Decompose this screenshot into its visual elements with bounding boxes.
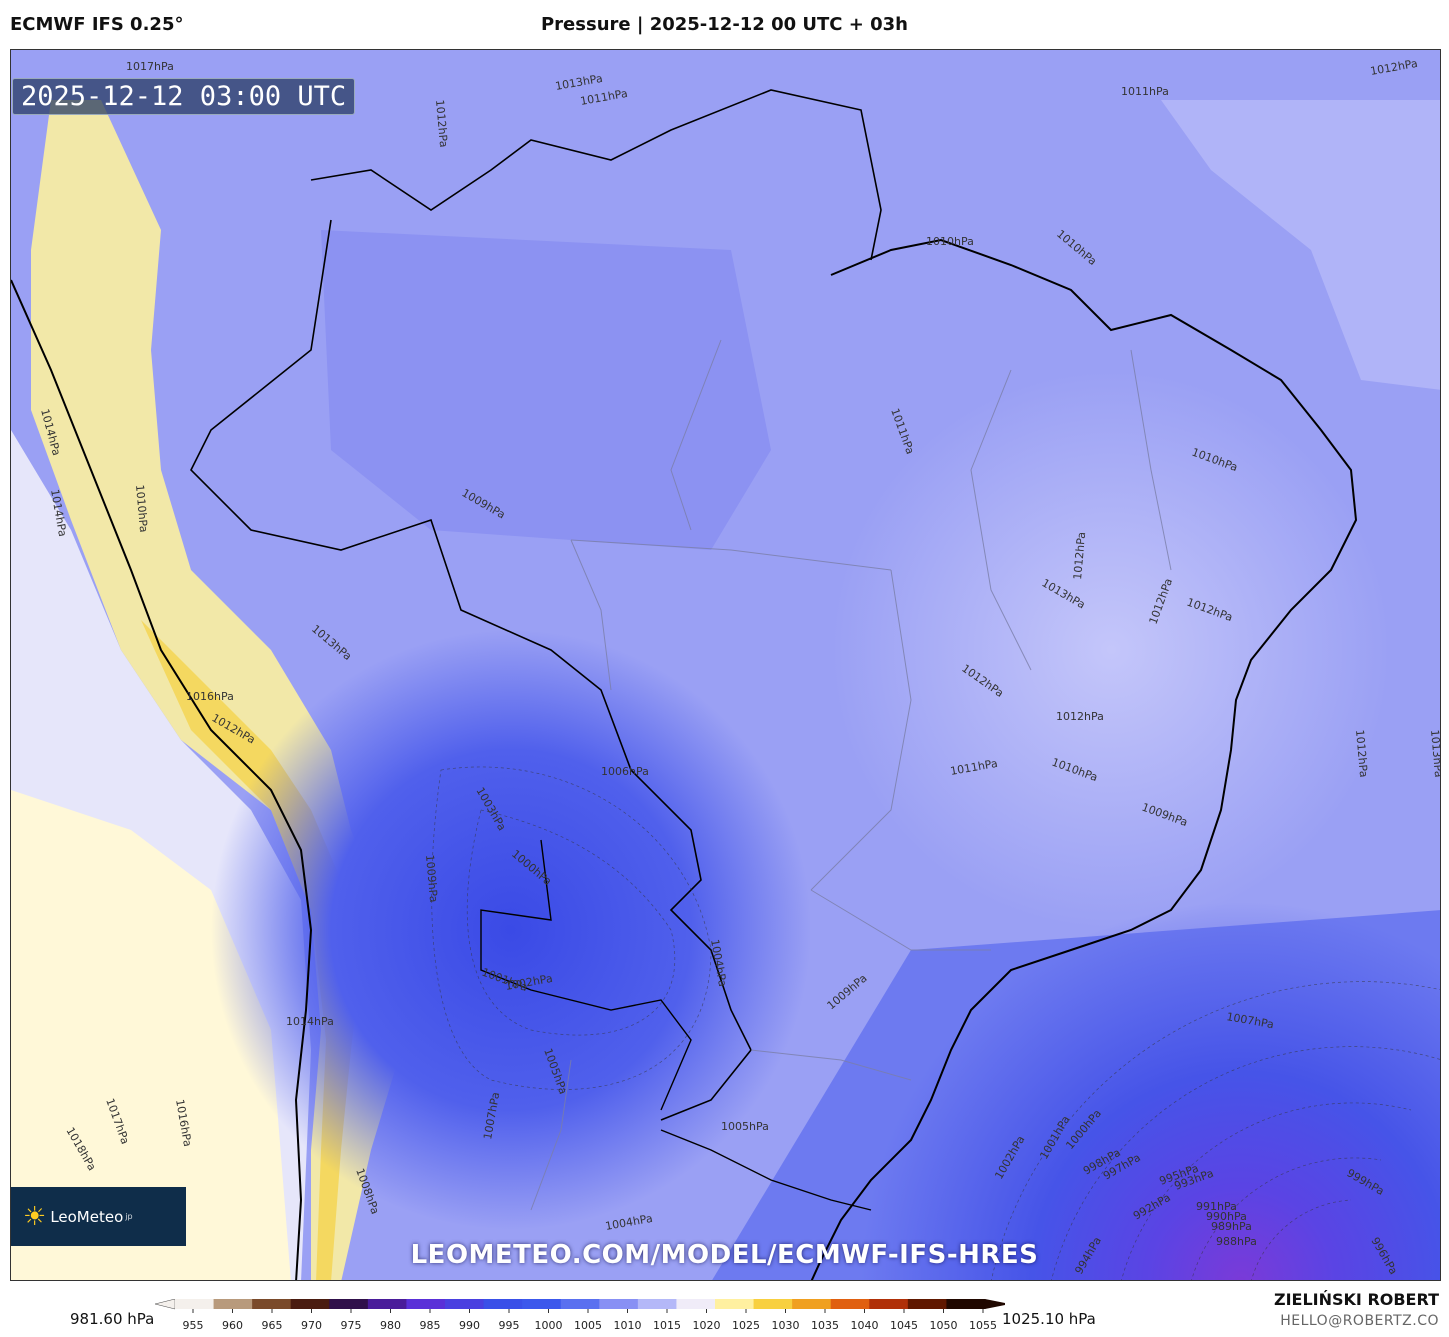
isobar-label: 990hPa — [1206, 1210, 1247, 1223]
colorbar-right-arrow — [985, 1299, 1005, 1309]
isobar-label: 1009hPa — [423, 854, 440, 903]
colorbar-tick-label: 980 — [380, 1319, 401, 1332]
colorbar-tick-label: 1030 — [772, 1319, 800, 1332]
logo-suffix: jp — [125, 1212, 133, 1221]
colorbar-tick-label: 970 — [301, 1319, 322, 1332]
colorbar-cell — [637, 1299, 677, 1309]
isobar-label: 991hPa — [1196, 1200, 1237, 1213]
colorbar-tick-label: 955 — [183, 1319, 204, 1332]
brazil-west-border — [190, 219, 752, 1121]
colorbar-tick-label: 1055 — [969, 1319, 997, 1332]
northern-border — [310, 89, 882, 261]
colorbar-tick-label: 1000 — [535, 1319, 563, 1332]
colorbar-cell — [946, 1299, 986, 1309]
colorbar-cell — [599, 1299, 639, 1309]
colorbar-cell — [213, 1299, 253, 1309]
isobar-label: 988hPa — [1216, 1235, 1257, 1248]
uruguay-border — [660, 1129, 872, 1211]
isobar-label: 1010hPa — [133, 484, 150, 533]
isobar-label: 989hPa — [1211, 1220, 1252, 1233]
isobar-lines — [431, 766, 1440, 1280]
sun-icon: ☀ — [23, 1201, 47, 1232]
state-borders — [530, 339, 1172, 1211]
colorbar-tick-label: 1040 — [851, 1319, 879, 1332]
valid-time-badge: 2025-12-12 03:00 UTC — [12, 78, 356, 115]
colorbar-tick-label: 1015 — [653, 1319, 681, 1332]
isobar-label: 1014hPa — [286, 1015, 334, 1028]
colorbar-tick-label: 975 — [341, 1319, 362, 1332]
colorbar-tick-label: 960 — [222, 1319, 243, 1332]
brazil-coastline — [810, 238, 1358, 1280]
isobar-label: 1010hPa — [926, 235, 974, 248]
isobar-label: 1006hPa — [601, 765, 649, 778]
colorbar-tick-label: 995 — [499, 1319, 520, 1332]
colorbar-cell — [329, 1299, 369, 1309]
colorbar-cell — [252, 1299, 292, 1309]
colorbar-tick-label: 1020 — [693, 1319, 721, 1332]
colorbar-cell — [676, 1299, 716, 1309]
colorbar-cell — [560, 1299, 600, 1309]
colorbar-cell — [445, 1299, 485, 1309]
colorbar-cell — [792, 1299, 832, 1309]
colorbar-cell — [406, 1299, 446, 1309]
colorbar-cell — [522, 1299, 562, 1309]
colorbar-cell — [830, 1299, 870, 1309]
source-watermark: LEOMETEO.COM/MODEL/ECMWF-IFS-HRES — [410, 1240, 1039, 1270]
isobar-label: 1012hPa — [1071, 531, 1088, 580]
pacific-coastline — [11, 279, 313, 1280]
pressure-map[interactable]: 1017hPa 1013hPa 1011hPa 1012hPa 1011hPa 1012h… — [10, 49, 1441, 1281]
colorbar-tick-label: 1045 — [890, 1319, 918, 1332]
author-name: ZIELIŃSKI ROBERT — [1273, 1290, 1439, 1309]
isobar-label: 1017hPa — [126, 60, 174, 73]
isobar-label: 1012hPa — [433, 99, 450, 148]
colorbar-max-label: 1025.10 hPa — [1002, 1310, 1096, 1328]
colorbar-tick-label: 965 — [262, 1319, 283, 1332]
colorbar-tick-label: 990 — [459, 1319, 480, 1332]
colorbar-cell — [290, 1299, 330, 1309]
paraguay-border — [480, 839, 692, 1111]
colorbar-cell — [907, 1299, 947, 1309]
colorbar-tick-label: 1035 — [811, 1319, 839, 1332]
logo-text: LeoMeteo — [50, 1207, 124, 1226]
colorbar-tick-label: 1025 — [732, 1319, 760, 1332]
colorbar-cell — [869, 1299, 909, 1309]
colorbar-left-arrow — [155, 1299, 176, 1310]
colorbar-cell — [175, 1299, 215, 1309]
colorbar-cell — [715, 1299, 755, 1309]
colorbar-cell — [367, 1299, 407, 1309]
map-canvas: 1017hPa1013hPa1011hPa1012hPa1011hPa1012h… — [11, 50, 1441, 1280]
isobar-label: 1016hPa — [186, 690, 234, 703]
colorbar-tick-label: 985 — [420, 1319, 441, 1332]
chart-title: Pressure | 2025-12-12 00 UTC + 03h — [540, 14, 908, 35]
isobar-label: 1012hPa — [1353, 729, 1370, 778]
isobar-label: 1011hPa — [1121, 85, 1169, 98]
colorbar-cell — [483, 1299, 523, 1309]
isobar-label: 1013hPa — [1428, 729, 1441, 778]
author-email[interactable]: HELLO@ROBERTZ.CO — [1280, 1313, 1439, 1329]
isobar-label: 1005hPa — [721, 1120, 769, 1133]
colorbar: 955 960 965 970 975 980 985 990 995 1000 1005 1010 1… — [155, 1299, 1005, 1332]
atlantic-low-zone — [11, 50, 1440, 1280]
colorbar-cell — [753, 1299, 793, 1309]
colorbar-tick-label: 1005 — [574, 1319, 602, 1332]
model-name: ECMWF IFS 0.25° — [10, 14, 184, 35]
colorbar-tick-label: 1010 — [614, 1319, 642, 1332]
isobar-label: 1012hPa — [1056, 710, 1104, 723]
leometeo-logo[interactable]: ☀ LeoMeteo jp — [11, 1187, 186, 1246]
colorbar-tick-label: 1050 — [930, 1319, 958, 1332]
colorbar-min-label: 981.60 hPa — [70, 1310, 155, 1328]
